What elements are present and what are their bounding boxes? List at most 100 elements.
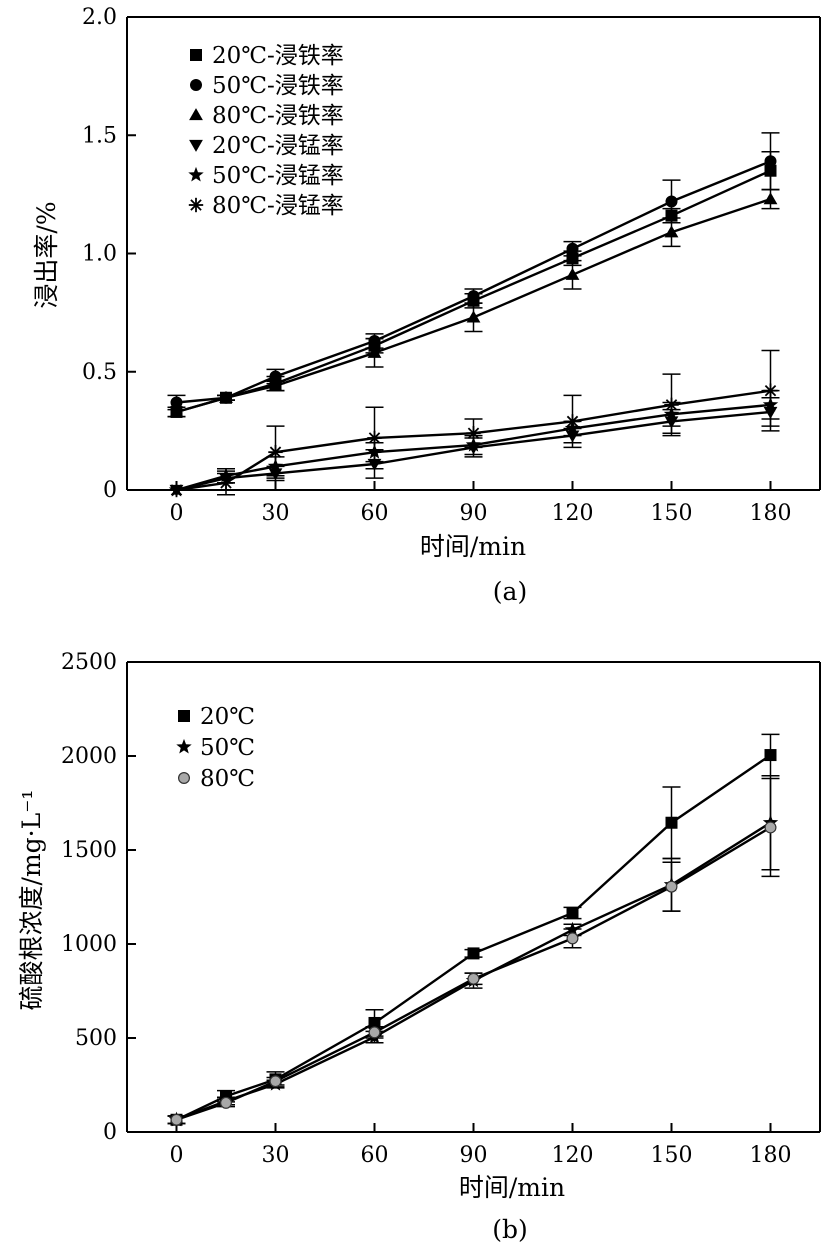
- x-tick-label: 180: [750, 1143, 792, 1168]
- data-point: [565, 414, 580, 429]
- x-axis-label: 时间/min: [459, 1173, 565, 1202]
- x-tick-label: 90: [460, 501, 488, 526]
- legend-label: 50℃-浸铁率: [212, 73, 344, 99]
- x-tick-label: 0: [170, 501, 184, 526]
- x-tick-label: 180: [750, 501, 792, 526]
- data-point: [763, 383, 778, 398]
- legend-marker: [189, 108, 203, 121]
- series-line: [176, 403, 771, 492]
- y-axis-ticks: 0 0.5 1.0 1.5 2.0: [82, 5, 136, 503]
- legend-marker: [176, 738, 192, 754]
- legend-marker: [189, 139, 203, 152]
- legend-label: 50℃: [200, 735, 255, 761]
- data-point: [665, 816, 678, 829]
- legend-item: 50℃-浸锰率: [188, 163, 344, 189]
- data-point: [566, 242, 579, 255]
- data-point: [269, 1075, 282, 1088]
- data-point: [169, 405, 184, 418]
- series-line: [176, 821, 772, 1121]
- legend-label: 80℃-浸锰率: [212, 193, 344, 219]
- legend-marker: [188, 166, 204, 182]
- legend-label: 50℃-浸锰率: [212, 163, 344, 189]
- legend-item: 20℃: [178, 704, 255, 730]
- series-line: [176, 160, 771, 404]
- legend-marker: [188, 197, 204, 213]
- x-tick-label: 0: [170, 1143, 184, 1168]
- legend-item: 50℃-浸铁率: [190, 73, 344, 99]
- y-tick-label: 1000: [61, 932, 117, 957]
- y-tick-label: 1500: [61, 838, 117, 863]
- legend-marker: [178, 710, 190, 722]
- series: [167, 188, 780, 418]
- data-point: [565, 267, 580, 280]
- x-tick-label: 60: [361, 1143, 389, 1168]
- panel-caption: (b): [492, 1215, 528, 1244]
- panel-caption: (a): [493, 577, 527, 606]
- data-point: [664, 225, 679, 238]
- x-axis-ticks: 0 30 60 90 120 150 180: [170, 481, 792, 526]
- legend-label: 80℃-浸铁率: [212, 103, 344, 129]
- y-tick-label: 500: [75, 1026, 117, 1051]
- series: [167, 733, 780, 1126]
- data-point: [219, 390, 233, 403]
- data-point: [170, 396, 183, 409]
- series-layer: [167, 733, 780, 1127]
- series: [167, 151, 780, 418]
- y-tick-label: 2500: [61, 650, 117, 675]
- y-tick-label: 2.0: [82, 5, 117, 30]
- data-point: [665, 195, 678, 208]
- data-point: [466, 310, 481, 323]
- data-point: [268, 444, 283, 460]
- data-point: [467, 290, 480, 303]
- y-tick-label: 0: [103, 1120, 117, 1145]
- series-line: [176, 389, 771, 492]
- data-point: [764, 749, 777, 762]
- x-tick-label: 120: [552, 501, 594, 526]
- x-tick-label: 60: [361, 501, 389, 526]
- y-axis-ticks: 0 500 1000 1500 2000 2500: [61, 650, 136, 1145]
- legend-item: 80℃: [178, 766, 255, 792]
- legend-label: 20℃-浸锰率: [212, 133, 344, 159]
- data-point: [764, 821, 777, 834]
- chart-panel-b: 0 500 1000 1500 2000 2500 0 30 60 90 120 150 180 20…: [17, 650, 821, 1244]
- y-tick-label: 1.0: [82, 242, 117, 267]
- series: [169, 349, 780, 498]
- data-point: [566, 906, 579, 919]
- series-line: [175, 754, 772, 1121]
- y-tick-label: 2000: [61, 744, 117, 769]
- data-point: [566, 932, 579, 945]
- legend-marker: [178, 771, 191, 784]
- data-point: [220, 1096, 233, 1109]
- data-point: [367, 430, 382, 446]
- x-tick-label: 120: [552, 1143, 594, 1168]
- legend-item: 20℃-浸锰率: [189, 133, 344, 159]
- axis-frame: [126, 661, 821, 1133]
- legend-item: 50℃: [176, 735, 255, 761]
- legend-label: 20℃: [200, 704, 255, 730]
- legend-item: 80℃-浸铁率: [189, 103, 344, 129]
- data-point: [467, 947, 480, 960]
- y-tick-label: 0: [103, 478, 117, 503]
- data-point: [763, 192, 778, 205]
- data-point: [368, 1016, 381, 1029]
- data-point: [368, 1026, 381, 1039]
- legend-marker: [190, 79, 202, 91]
- x-tick-label: 30: [262, 1143, 290, 1168]
- x-tick-label: 90: [460, 1143, 488, 1168]
- y-axis-label: 浸出率/%: [32, 201, 61, 308]
- data-point: [170, 1113, 183, 1126]
- x-axis-label: 时间/min: [420, 532, 526, 561]
- data-point: [665, 880, 678, 893]
- data-point: [218, 475, 234, 491]
- data-point: [268, 379, 283, 392]
- data-point: [269, 370, 282, 383]
- legend-label: 20℃-浸铁率: [212, 43, 344, 69]
- y-axis-label: 硫酸根浓度/mg·L⁻¹: [17, 790, 46, 1011]
- data-point: [466, 426, 481, 441]
- y-tick-label: 0.5: [82, 360, 117, 385]
- x-tick-label: 30: [262, 501, 290, 526]
- legend-item: 80℃-浸锰率: [188, 193, 344, 219]
- data-point: [367, 345, 382, 358]
- x-axis-ticks: 0 30 60 90 120 150 180: [170, 1123, 792, 1168]
